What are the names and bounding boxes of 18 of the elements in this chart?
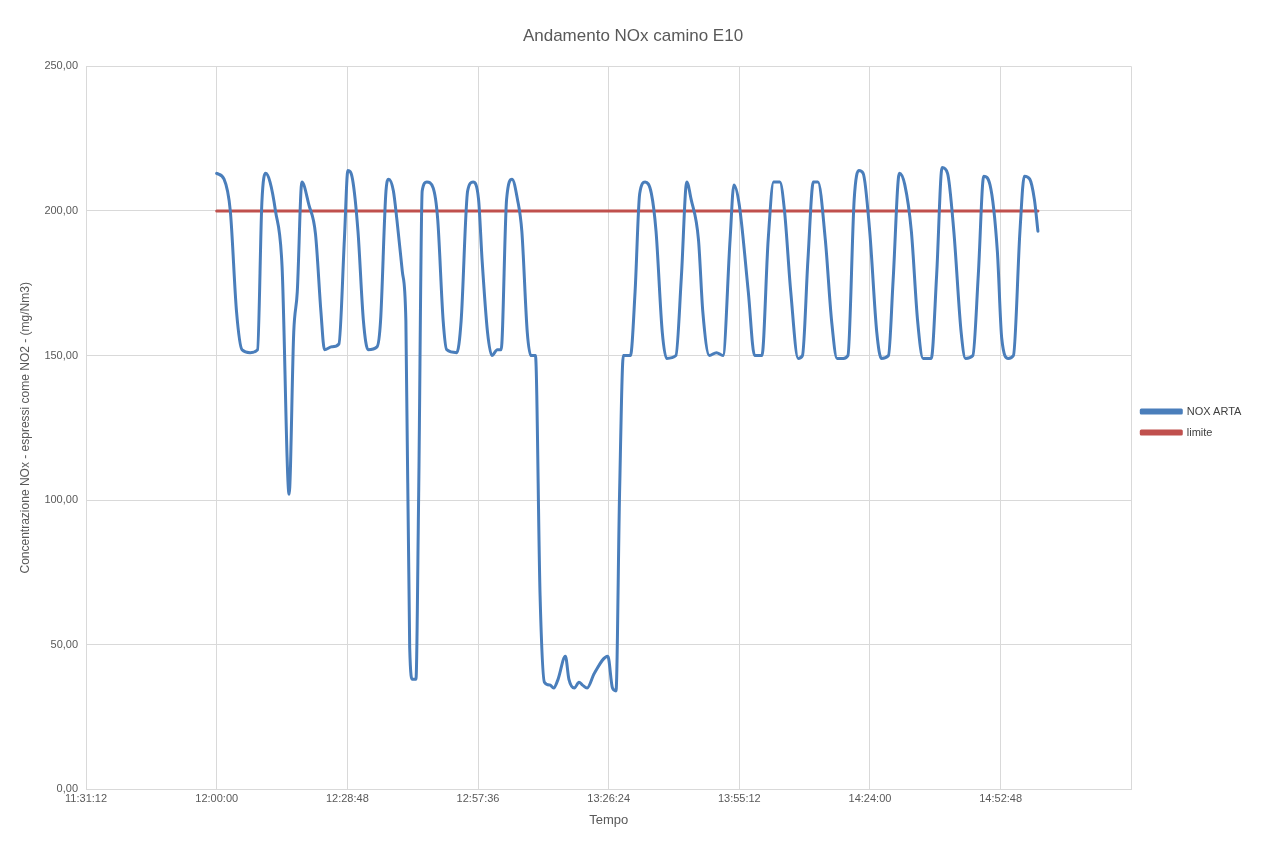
x-tick-label: 14:52:48 [979,791,1023,804]
y-axis-title: Concentrazione NOx - espressi come NO2 - (mg/Nm3) [17,282,32,574]
chart-title: Andamento NOx camino E10 [522,25,744,45]
x-tick-label: 12:28:48 [325,791,369,804]
y-tick-label: 200,00 [44,203,79,216]
x-tick-label: 14:24:00 [848,791,892,804]
y-tick-label: 150,00 [44,348,79,361]
x-tick-label: 13:26:24 [587,791,631,804]
legend-label: NOX ARTA [1186,404,1243,417]
x-tick-label: 13:55:12 [717,791,761,804]
legend-label: limite [1186,425,1213,438]
x-tick-label: 12:57:36 [456,791,500,804]
y-tick-label: 100,00 [44,493,79,506]
line-series [215,166,1040,693]
x-axis-title: Tempo [589,811,629,827]
y-tick-label: 250,00 [44,59,79,72]
y-tick-label: 50,00 [50,637,79,650]
x-tick-label: 12:00:00 [195,791,239,804]
